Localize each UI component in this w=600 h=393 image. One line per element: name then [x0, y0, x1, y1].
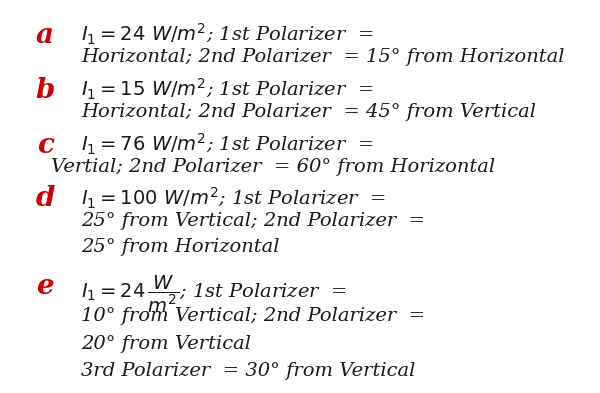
Text: Horizontal; 2nd Polarizer  = 45° from Vertical: Horizontal; 2nd Polarizer = 45° from Ver…	[81, 103, 536, 121]
Text: a: a	[36, 22, 54, 49]
Text: b: b	[35, 77, 55, 104]
Text: $I_1 = 15\ W/m^2$; 1st Polarizer  =: $I_1 = 15\ W/m^2$; 1st Polarizer =	[81, 77, 373, 102]
Text: 10° from Vertical; 2nd Polarizer  =: 10° from Vertical; 2nd Polarizer =	[81, 307, 425, 325]
Text: d: d	[35, 185, 55, 213]
Text: e: e	[36, 273, 54, 300]
Text: $I_1 = 100\ W/m^2$; 1st Polarizer  =: $I_1 = 100\ W/m^2$; 1st Polarizer =	[81, 185, 386, 211]
Text: $I_1 = 24\,\dfrac{W}{m^2}$; 1st Polarizer  =: $I_1 = 24\,\dfrac{W}{m^2}$; 1st Polarize…	[81, 273, 347, 315]
Text: 3rd Polarizer  = 30° from Vertical: 3rd Polarizer = 30° from Vertical	[81, 362, 415, 380]
Text: c: c	[37, 132, 53, 159]
Text: 20° from Vertical: 20° from Vertical	[81, 335, 251, 353]
Text: 25° from Vertical; 2nd Polarizer  =: 25° from Vertical; 2nd Polarizer =	[81, 212, 425, 230]
Text: 25° from Horizontal: 25° from Horizontal	[81, 238, 280, 256]
Text: $I_1 = 24\ W/m^2$; 1st Polarizer  =: $I_1 = 24\ W/m^2$; 1st Polarizer =	[81, 22, 373, 47]
Text: $I_1 = 76\ W/m^2$; 1st Polarizer  =: $I_1 = 76\ W/m^2$; 1st Polarizer =	[81, 132, 373, 157]
Text: Vertial; 2nd Polarizer  = 60° from Horizontal: Vertial; 2nd Polarizer = 60° from Horizo…	[51, 158, 495, 176]
Text: Horizontal; 2nd Polarizer  = 15° from Horizontal: Horizontal; 2nd Polarizer = 15° from Hor…	[81, 48, 565, 66]
